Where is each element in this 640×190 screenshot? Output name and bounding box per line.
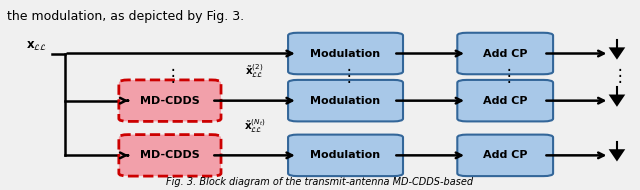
Text: $\vdots$: $\vdots$ bbox=[500, 66, 511, 85]
Text: MD-CDDS: MD-CDDS bbox=[140, 150, 200, 160]
FancyBboxPatch shape bbox=[288, 135, 403, 176]
Text: Modulation: Modulation bbox=[310, 48, 381, 59]
Polygon shape bbox=[609, 95, 625, 107]
Text: Modulation: Modulation bbox=[310, 150, 381, 160]
Text: $\tilde{\mathbf{x}}_{\mathcal{LL}}^{(2)}$: $\tilde{\mathbf{x}}_{\mathcal{LL}}^{(2)}… bbox=[245, 63, 264, 80]
Text: Add CP: Add CP bbox=[483, 96, 527, 106]
Text: the modulation, as depicted by Fig. 3.: the modulation, as depicted by Fig. 3. bbox=[7, 10, 244, 23]
Text: $\vdots$: $\vdots$ bbox=[611, 66, 623, 85]
FancyBboxPatch shape bbox=[288, 80, 403, 121]
FancyBboxPatch shape bbox=[119, 135, 221, 176]
Text: Add CP: Add CP bbox=[483, 48, 527, 59]
Polygon shape bbox=[609, 149, 625, 162]
Text: $\mathbf{x}_{\mathcal{LL}}$: $\mathbf{x}_{\mathcal{LL}}$ bbox=[26, 39, 47, 52]
FancyBboxPatch shape bbox=[458, 33, 553, 74]
FancyBboxPatch shape bbox=[458, 135, 553, 176]
Text: MD-CDDS: MD-CDDS bbox=[140, 96, 200, 106]
Text: $\tilde{\mathbf{x}}_{\mathcal{LL}}^{(N_t)}$: $\tilde{\mathbf{x}}_{\mathcal{LL}}^{(N_t… bbox=[244, 117, 265, 135]
FancyBboxPatch shape bbox=[119, 80, 221, 121]
Text: $\vdots$: $\vdots$ bbox=[340, 66, 351, 85]
Text: $\vdots$: $\vdots$ bbox=[164, 66, 175, 85]
Text: Add CP: Add CP bbox=[483, 150, 527, 160]
FancyBboxPatch shape bbox=[458, 80, 553, 121]
FancyBboxPatch shape bbox=[288, 33, 403, 74]
Polygon shape bbox=[609, 47, 625, 60]
Text: Fig. 3. Block diagram of the transmit-antenna MD-CDDS-based: Fig. 3. Block diagram of the transmit-an… bbox=[166, 177, 474, 187]
Text: Modulation: Modulation bbox=[310, 96, 381, 106]
